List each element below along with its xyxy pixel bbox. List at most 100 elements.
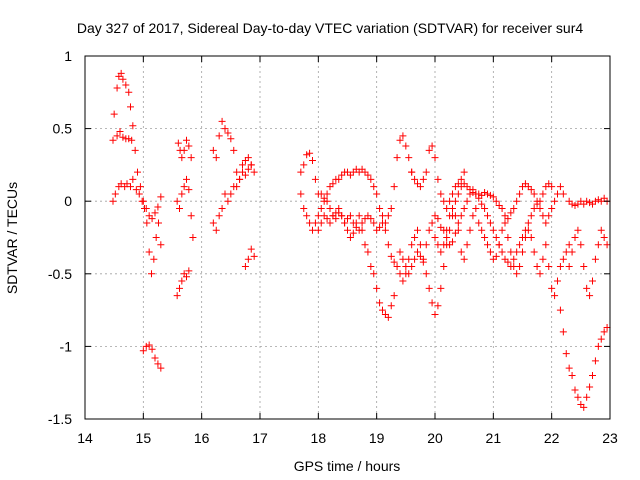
data-point (586, 383, 594, 391)
data-point (373, 226, 381, 234)
data-point (583, 393, 591, 401)
data-point (524, 219, 532, 227)
data-point (178, 190, 186, 198)
data-point (306, 149, 314, 157)
data-point (185, 142, 193, 150)
data-point (559, 328, 567, 336)
series-arc-r (565, 226, 611, 300)
data-point (437, 190, 445, 198)
data-point (449, 238, 456, 246)
series-arc-o (408, 142, 567, 227)
data-point (370, 219, 378, 227)
data-point (451, 197, 459, 205)
data-point (236, 175, 244, 183)
data-point (414, 248, 421, 256)
data-point (481, 234, 489, 241)
data-point (384, 313, 392, 321)
data-points (109, 69, 611, 411)
data-point (241, 171, 249, 179)
data-point (189, 234, 197, 241)
data-point (431, 212, 439, 220)
x-tick-label: 16 (194, 430, 210, 446)
data-point (489, 193, 497, 201)
data-point (151, 209, 159, 217)
data-point (475, 190, 483, 198)
data-point (338, 212, 346, 220)
data-point (498, 204, 506, 212)
data-point (390, 292, 398, 300)
y-tick-labels: 1 0.5 0 -0.5 -1 -1.5 (48, 48, 72, 427)
x-tick-label: 17 (252, 430, 268, 446)
data-point (481, 188, 489, 196)
series-arc-p (431, 204, 573, 300)
data-point (539, 255, 547, 263)
data-point (466, 186, 474, 194)
data-point (460, 255, 468, 263)
data-point (344, 215, 351, 223)
data-point (513, 270, 521, 278)
data-point (174, 139, 182, 147)
data-point (431, 310, 439, 318)
data-point (129, 122, 137, 130)
data-point (329, 212, 337, 220)
data-point (495, 202, 503, 210)
data-point (376, 204, 384, 212)
data-point (247, 161, 255, 169)
series-arc-c (109, 175, 165, 278)
data-point (300, 204, 308, 212)
data-point (586, 292, 594, 300)
data-point (492, 234, 500, 241)
series-arc-b (110, 69, 165, 223)
data-point (125, 135, 133, 143)
data-point (492, 252, 500, 260)
data-point (431, 154, 439, 162)
data-point (425, 284, 433, 292)
data-point (303, 151, 311, 159)
data-point (437, 284, 445, 292)
data-point (364, 171, 372, 179)
data-point (597, 226, 605, 234)
y-tick-label: -1.5 (48, 411, 72, 427)
data-point (530, 248, 538, 256)
data-point (591, 357, 599, 365)
data-point (600, 328, 608, 336)
data-point (311, 175, 319, 183)
data-point (440, 263, 448, 271)
data-point (478, 226, 486, 234)
data-point (484, 241, 491, 249)
data-point (116, 128, 124, 136)
data-point (443, 234, 451, 241)
data-point (536, 270, 544, 278)
data-point (414, 180, 421, 188)
data-point (565, 364, 573, 372)
data-point (326, 204, 334, 212)
data-point (183, 175, 190, 183)
data-point (376, 299, 384, 307)
series-arc-d (139, 341, 165, 372)
data-point (545, 212, 553, 220)
data-point (381, 226, 389, 234)
data-point (463, 183, 471, 191)
data-point (178, 277, 186, 285)
data-point (594, 241, 602, 249)
data-point (317, 219, 325, 227)
data-point (370, 183, 378, 191)
x-tick-label: 23 (602, 430, 618, 446)
data-point (387, 204, 395, 212)
data-point (580, 403, 588, 411)
data-point (109, 197, 117, 205)
data-point (125, 88, 133, 96)
x-tick-label: 22 (544, 430, 560, 446)
x-tick-labels: 14 15 16 17 18 19 20 21 22 23 (77, 430, 618, 446)
data-point (428, 299, 436, 307)
series-arc-l (297, 132, 416, 234)
data-point (218, 204, 226, 212)
data-point (399, 255, 407, 263)
data-point (393, 263, 401, 271)
data-point (320, 197, 328, 205)
data-point (486, 191, 494, 199)
data-point (152, 234, 160, 241)
data-point (176, 284, 183, 292)
series-arc-q (556, 306, 611, 411)
data-point (492, 197, 500, 205)
